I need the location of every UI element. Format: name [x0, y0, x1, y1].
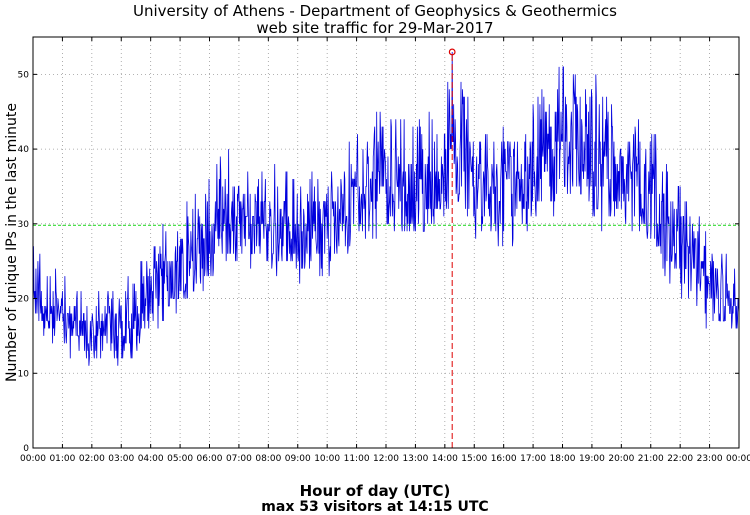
- x-tick-label: 00:00: [726, 454, 750, 464]
- x-tick-label: 05:00: [167, 454, 193, 464]
- grid: [33, 37, 739, 448]
- series-layer: [32, 51, 740, 366]
- x-tick-label: 14:00: [432, 454, 458, 464]
- y-axis-label: Number of unique IPs in the last minute: [4, 103, 20, 382]
- max-visitors-caption: max 53 visitors at 14:15 UTC: [261, 499, 489, 515]
- x-tick-label: 21:00: [638, 454, 664, 464]
- x-tick-label: 07:00: [226, 454, 252, 464]
- x-tick-label: 19:00: [579, 454, 605, 464]
- max-marker-point: [448, 48, 456, 56]
- y-tick-label: 10: [18, 369, 30, 379]
- x-tick-label: 00:00: [20, 454, 46, 464]
- plot-frame: [32, 36, 740, 449]
- y-tick-label: 30: [18, 220, 30, 230]
- y-tick-label: 0: [23, 444, 29, 454]
- x-tick-label: 18:00: [550, 454, 576, 464]
- x-tick-label: 13:00: [402, 454, 428, 464]
- x-tick-label: 15:00: [461, 454, 487, 464]
- y-tick-label: 40: [18, 145, 30, 155]
- traffic-series-line: [32, 51, 740, 366]
- chart-subtitle: web site traffic for 29-Mar-2017: [256, 19, 494, 37]
- x-tick-label: 20:00: [608, 454, 634, 464]
- y-axis: 0 10 20 30 40 50: [18, 70, 739, 454]
- x-tick-label: 11:00: [344, 454, 370, 464]
- x-axis-label: Hour of day (UTC): [299, 482, 451, 500]
- y-tick-label: 20: [18, 295, 30, 305]
- x-tick-label: 17:00: [520, 454, 546, 464]
- x-axis: 00:00 01:00 02:00 03:00 04:00 05:00 06:00 07:00…: [20, 37, 750, 464]
- x-tick-label: 02:00: [79, 454, 105, 464]
- x-tick-label: 22:00: [667, 454, 693, 464]
- chart-title: University of Athens - Department of Geo…: [133, 2, 617, 20]
- x-tick-label: 16:00: [491, 454, 517, 464]
- x-tick-label: 01:00: [49, 454, 75, 464]
- x-tick-label: 03:00: [108, 454, 134, 464]
- x-tick-label: 10:00: [314, 454, 340, 464]
- x-tick-label: 09:00: [285, 454, 311, 464]
- x-tick-label: 08:00: [255, 454, 281, 464]
- x-tick-label: 23:00: [697, 454, 723, 464]
- y-tick-label: 50: [18, 70, 30, 80]
- x-tick-label: 12:00: [373, 454, 399, 464]
- x-tick-label: 06:00: [197, 454, 223, 464]
- x-tick-label: 04:00: [138, 454, 164, 464]
